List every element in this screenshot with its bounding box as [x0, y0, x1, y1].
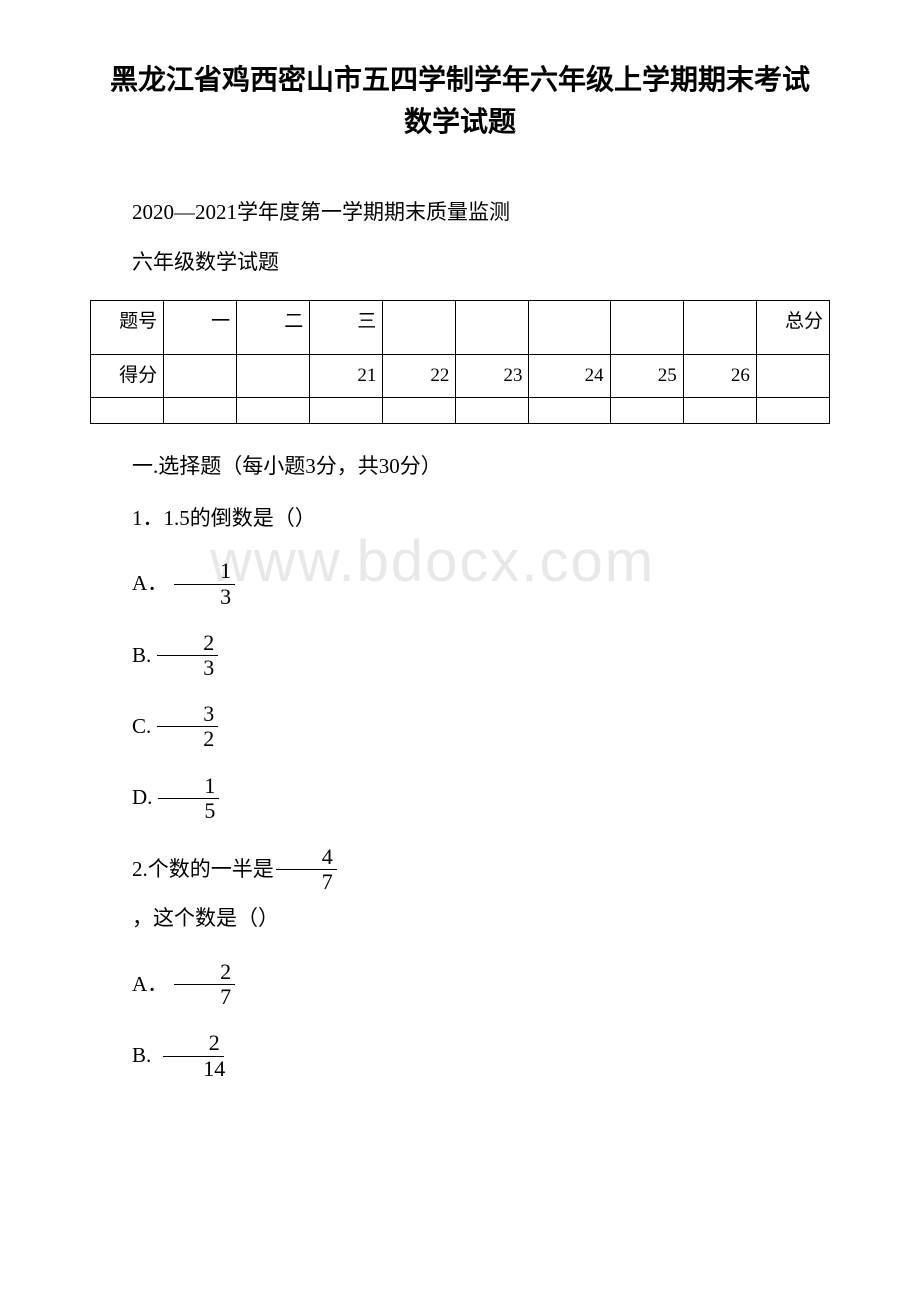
- cell: [383, 300, 456, 354]
- option-1d: D. 1 5: [90, 774, 830, 823]
- fraction: 2 14: [157, 1031, 229, 1080]
- option-2a: A． 2 7: [90, 960, 830, 1009]
- cell: [164, 354, 237, 397]
- option-1c: C. 3 2: [90, 702, 830, 751]
- cell: [683, 300, 756, 354]
- cell: 总分: [756, 300, 829, 354]
- cell: 25: [610, 354, 683, 397]
- fraction: 3 2: [157, 702, 218, 751]
- cell: [237, 354, 310, 397]
- cell: [610, 300, 683, 354]
- title-line-1: 黑龙江省鸡西密山市五四学制学年六年级上学期期末考试: [110, 65, 810, 96]
- fraction: 4 7: [276, 845, 337, 894]
- score-table: 题号 一 二 三 总分 得分 21 22 23 24 25 26: [90, 300, 830, 424]
- cell: [237, 397, 310, 423]
- denominator: 3: [174, 585, 235, 609]
- table-row: [91, 397, 830, 423]
- option-label: C.: [90, 708, 151, 746]
- cell: [756, 397, 829, 423]
- option-1b: B. 2 3: [90, 631, 830, 680]
- cell: [310, 397, 383, 423]
- cell: 24: [529, 354, 610, 397]
- denominator: 2: [157, 727, 218, 751]
- option-label: B.: [90, 1037, 151, 1075]
- cell: 21: [310, 354, 383, 397]
- numerator: 1: [174, 559, 235, 584]
- denominator: 7: [276, 870, 337, 894]
- subtitle-grade: 六年级数学试题: [90, 244, 830, 282]
- denominator: 3: [157, 656, 218, 680]
- option-2b: B. 2 14: [90, 1031, 830, 1080]
- numerator: 2: [157, 631, 218, 656]
- cell: 一: [164, 300, 237, 354]
- cell: 二: [237, 300, 310, 354]
- numerator: 4: [276, 845, 337, 870]
- fraction: 2 7: [174, 960, 235, 1009]
- section-heading: 一.选择题（每小题3分，共30分）: [90, 448, 830, 486]
- cell-header: 得分: [91, 354, 164, 397]
- option-1a: A． 1 3: [90, 559, 830, 608]
- table-row: 题号 一 二 三 总分: [91, 300, 830, 354]
- option-label: D.: [90, 779, 152, 817]
- cell: [91, 397, 164, 423]
- question-2-text-before: 2.个数的一半是: [90, 851, 274, 889]
- cell: [529, 397, 610, 423]
- cell: [610, 397, 683, 423]
- cell: [383, 397, 456, 423]
- numerator: 2: [174, 960, 235, 985]
- cell: 三: [310, 300, 383, 354]
- cell: [683, 397, 756, 423]
- fraction: 2 3: [157, 631, 218, 680]
- cell: [456, 397, 529, 423]
- question-1: 1．1.5的倒数是（）: [90, 500, 830, 538]
- question-2-after: ，这个数是（）: [90, 900, 830, 938]
- numerator: 1: [158, 774, 219, 799]
- cell: [529, 300, 610, 354]
- question-2: 2.个数的一半是 4 7: [90, 845, 830, 894]
- fraction: 1 3: [174, 559, 235, 608]
- cell: [756, 354, 829, 397]
- subtitle: 2020—2021学年度第一学期期末质量监测: [90, 194, 830, 232]
- denominator: 14: [157, 1057, 229, 1081]
- title-line-2: 数学试题: [404, 107, 516, 138]
- page-title: 黑龙江省鸡西密山市五四学制学年六年级上学期期末考试 数学试题: [90, 60, 830, 144]
- table-row: 得分 21 22 23 24 25 26: [91, 354, 830, 397]
- option-label: A．: [90, 966, 168, 1004]
- cell: 26: [683, 354, 756, 397]
- fraction: 1 5: [158, 774, 219, 823]
- cell: 23: [456, 354, 529, 397]
- option-label: B.: [90, 637, 151, 675]
- denominator: 7: [174, 985, 235, 1009]
- cell: 22: [383, 354, 456, 397]
- cell: [164, 397, 237, 423]
- cell: [456, 300, 529, 354]
- numerator: 3: [157, 702, 218, 727]
- denominator: 5: [158, 799, 219, 823]
- cell-header: 题号: [91, 300, 164, 354]
- option-label: A．: [90, 565, 168, 603]
- numerator: 2: [163, 1031, 224, 1056]
